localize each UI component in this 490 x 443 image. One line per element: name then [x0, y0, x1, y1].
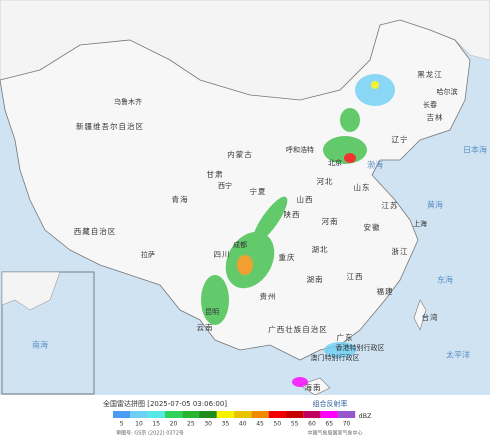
region-label: 河北	[317, 177, 334, 186]
city-label: 哈尔滨	[437, 87, 458, 96]
region-label: 甘肃	[207, 169, 224, 179]
city-label: 北京	[328, 158, 342, 167]
legend-label: 5	[120, 421, 124, 428]
region-labels: 新疆维吾尔自治区 西藏自治区 青海 内蒙古 黑龙江 吉林 辽宁 河北 山西 山东…	[74, 69, 444, 392]
product-name: 组合反射率	[313, 399, 348, 408]
legend-label: 15	[152, 421, 160, 428]
region-label: 山西	[297, 194, 314, 204]
city-label: 长春	[423, 100, 437, 109]
taiwan-island	[413, 299, 427, 331]
legend-swatch	[234, 411, 252, 418]
legend-swatch	[337, 411, 356, 418]
city-label: 拉萨	[141, 250, 155, 259]
city-label: 成都	[233, 240, 247, 249]
legend-label: 55	[291, 421, 299, 428]
inset-land	[1, 271, 61, 311]
city-label: 上海	[413, 219, 427, 228]
legend-label: 25	[187, 421, 195, 428]
hainan-island	[299, 377, 331, 396]
legend-label: 20	[170, 421, 178, 428]
source-label: 中国气象局国家气象中心	[307, 430, 362, 437]
legend-swatch	[268, 411, 286, 418]
city-label: 呼和浩特	[286, 145, 314, 154]
radar-echoes	[201, 74, 395, 387]
legend-swatch	[320, 411, 338, 418]
region-label: 陕西	[284, 209, 301, 219]
color-legend: 5 10 15 20 25 30 35 40 45 50 55 60 65 70	[113, 411, 356, 428]
legend-label: 40	[239, 421, 247, 428]
region-label: 河南	[322, 216, 339, 226]
region-label: 广西壮族自治区	[268, 324, 328, 334]
region-label: 浙江	[392, 246, 409, 256]
legend-label: 30	[204, 421, 212, 428]
region-label: 吉林	[427, 112, 444, 122]
region-label: 黑龙江	[417, 69, 443, 79]
sea-label: 东海	[437, 275, 453, 285]
legend-swatch	[303, 411, 321, 418]
region-label: 云南	[197, 322, 214, 332]
region-label: 湖南	[307, 274, 324, 284]
region-label: 江西	[347, 272, 364, 281]
region-label: 台湾	[422, 312, 439, 322]
legend-label: 70	[343, 421, 351, 428]
region-label: 海南	[305, 382, 322, 392]
sea-label: 日本海	[463, 145, 487, 155]
approval-number: 审图号: GS京 (2022) 0372号	[116, 430, 184, 437]
region-label: 新疆维吾尔自治区	[76, 121, 144, 131]
legend-swatch	[164, 411, 183, 418]
legend-swatch	[113, 411, 131, 418]
legend-swatch	[147, 411, 165, 418]
legend-swatch	[199, 411, 217, 418]
region-label: 广东	[337, 332, 354, 342]
region-label: 江苏	[382, 200, 399, 210]
sea-label: 渤海	[367, 160, 383, 170]
legend-swatch	[251, 411, 269, 418]
region-label: 西藏自治区	[74, 226, 117, 236]
legend-swatch	[182, 411, 200, 418]
legend-label: 45	[256, 421, 264, 428]
map-title: 全国雷达拼图 [2025-07-05 03:06:00]	[103, 399, 227, 408]
legend-label: 50	[274, 421, 282, 428]
region-label: 湖北	[312, 245, 329, 254]
region-label: 山东	[354, 182, 371, 192]
legend-swatch	[286, 411, 304, 418]
legend-label: 60	[308, 421, 316, 428]
region-label: 福建	[377, 286, 394, 296]
unit-label: dBZ	[358, 412, 372, 420]
region-label: 内蒙古	[227, 149, 253, 159]
legend-label: 65	[325, 421, 333, 428]
sea-labels: 渤海 黄海 东海 太平洋 日本海 南海	[32, 145, 487, 360]
region-label: 青海	[172, 194, 189, 204]
city-label: 香港特别行政区	[336, 343, 385, 352]
region-label: 辽宁	[392, 134, 409, 144]
city-label: 西宁	[218, 181, 232, 190]
region-label: 四川	[214, 250, 231, 259]
china-mainland	[0, 19, 471, 361]
legend-label: 35	[222, 421, 230, 428]
legend-swatch	[130, 411, 148, 418]
sea-label: 南海	[32, 340, 48, 350]
region-label: 贵州	[260, 291, 277, 301]
sea-label: 太平洋	[446, 350, 470, 360]
city-labels: 乌鲁木齐 拉萨 西宁 呼和浩特 哈尔滨 长春 北京 昆明 成都 上海 香港特别行…	[114, 87, 458, 362]
region-label: 重庆	[279, 252, 296, 262]
city-label: 乌鲁木齐	[114, 97, 142, 106]
region-label: 安徽	[364, 222, 381, 232]
region-label: 宁夏	[250, 186, 267, 196]
legend-swatch	[216, 411, 235, 418]
legend-label: 10	[135, 421, 143, 428]
city-label: 澳门特别行政区	[311, 353, 360, 362]
city-label: 昆明	[205, 308, 219, 316]
sea-label: 黄海	[427, 200, 443, 210]
